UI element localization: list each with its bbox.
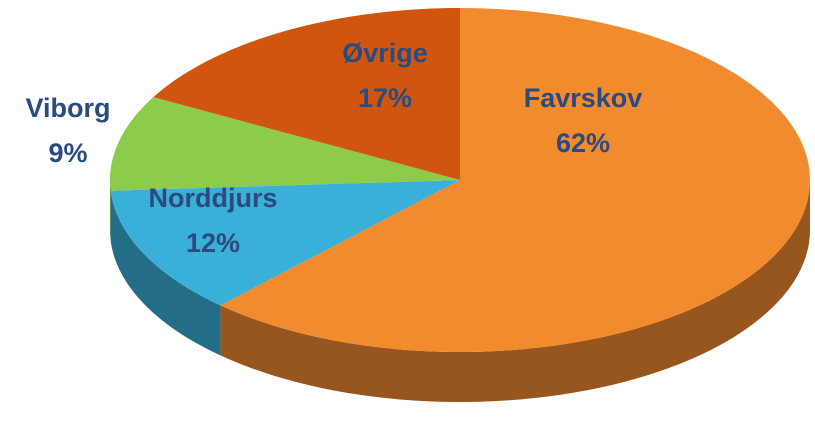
slice [220,8,810,352]
slice-value-label: 62% [556,128,610,158]
slice-label: Favrskov [524,83,643,113]
slice-label: Norddjurs [148,183,277,213]
slice-side [220,180,810,402]
slice-value-label: 17% [358,83,412,113]
slice-side [110,180,111,241]
slice-value-label: 12% [186,228,240,258]
slice-side [110,190,221,356]
slice [110,97,461,191]
slice [110,180,460,306]
slice-label: Øvrige [342,38,428,68]
slice [153,8,460,180]
slice-label: Viborg [25,93,110,123]
slice-value-label: 9% [48,138,87,168]
